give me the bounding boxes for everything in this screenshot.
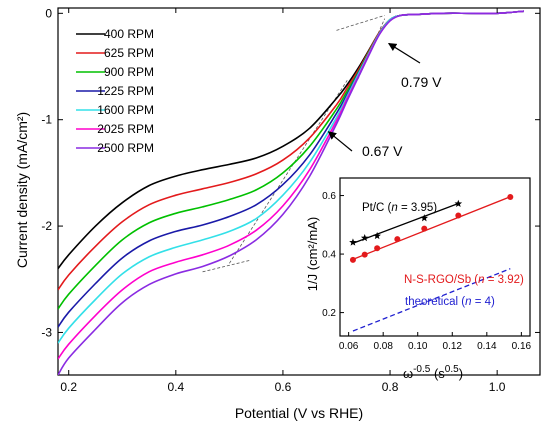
inset-fit-line — [352, 268, 511, 332]
annotation-label: 0.79 V — [401, 74, 442, 90]
inset-point-circle — [394, 236, 401, 243]
legend-label: 900 RPM — [104, 65, 154, 79]
inset-x-ticks: 0.06 0.08 0.10 0.12 0.14 0.16 — [339, 332, 532, 352]
inset-y-axis-label: 1/J (cm²/mA) — [305, 217, 320, 291]
inset-plot: 0.06 0.08 0.10 0.12 0.14 0.16 0.2 0.4 0.6 Pt/C … — [305, 177, 532, 381]
x-tick-label: 0.4 — [167, 380, 184, 394]
inset-y-tick-label: 0.6 — [322, 191, 336, 202]
annotation-label: 0.67 V — [362, 143, 403, 159]
main-y-ticks: 0 -1 -2 -3 — [41, 6, 540, 339]
inset-series-label: Pt/C (n = 3.95) — [362, 202, 437, 214]
inset-point-star — [373, 231, 381, 240]
inset-x-tick-label: 0.14 — [477, 341, 497, 352]
legend-label: 2500 RPM — [97, 141, 154, 155]
inset-point-circle — [374, 245, 381, 252]
annotation-arrow — [327, 131, 353, 152]
inset-point-circle — [349, 256, 356, 263]
y-tick-label: -3 — [41, 325, 52, 339]
inset-x-tick-label: 0.10 — [408, 341, 428, 352]
main-x-ticks: 0.2 0.4 0.6 0.8 1.0 — [60, 8, 506, 394]
main-annotations: 0.79 V 0.67 V — [327, 42, 442, 159]
inset-points — [349, 194, 514, 263]
inset-x-tick-label: 0.08 — [373, 341, 393, 352]
legend-label: 2025 RPM — [97, 122, 154, 136]
legend-label: 625 RPM — [104, 46, 154, 60]
y-tick-label: -1 — [41, 113, 52, 127]
inset-point-star — [454, 199, 463, 207]
inset-x-tick-label: 0.16 — [512, 341, 532, 352]
legend-label: 400 RPM — [104, 27, 154, 41]
y-tick-label: -2 — [41, 219, 52, 233]
main-curves — [58, 10, 524, 375]
inset-point-star — [420, 214, 429, 222]
inset-series-label: theoretical (n = 4) — [405, 296, 495, 308]
tangent-line — [229, 80, 348, 264]
x-tick-label: 0.2 — [60, 380, 77, 394]
x-tick-label: 0.6 — [275, 380, 292, 394]
x-tick-label: 1.0 — [489, 380, 506, 394]
main-plot-frame — [57, 7, 541, 376]
legend-label: 1225 RPM — [97, 84, 154, 98]
y-tick-label: 0 — [45, 6, 52, 20]
inset-x-axis-label: ω-0.5 (s0.5) — [403, 364, 463, 381]
x-tick-label: 0.8 — [382, 380, 399, 394]
inset-y-tick-label: 0.2 — [322, 308, 336, 319]
inset-point-circle — [361, 251, 368, 258]
inset-plot-frame — [339, 177, 531, 337]
inset-point-circle — [507, 194, 514, 201]
tangent-line — [202, 259, 251, 273]
inset-point-star — [360, 233, 369, 242]
inset-point-circle — [421, 225, 428, 232]
series-line-2500-rpm — [58, 10, 524, 375]
main-legend: 400 RPM 625 RPM 900 RPM 1225 RPM 1600 RPM 202… — [76, 27, 154, 155]
inset-point-star — [349, 238, 357, 246]
inset-fit-line — [352, 202, 459, 244]
inset-point-circle — [455, 212, 462, 219]
annotation-arrow — [387, 42, 421, 64]
legend-label: 1600 RPM — [97, 103, 154, 117]
inset-x-tick-label: 0.06 — [339, 341, 359, 352]
inset-x-tick-label: 0.12 — [443, 341, 463, 352]
tangent-line — [336, 15, 385, 31]
main-x-axis-label: Potential (V vs RHE) — [235, 405, 363, 421]
main-y-axis-label: Current density (mA/cm²) — [14, 112, 30, 268]
inset-series-labels: Pt/C (n = 3.95) N-S-RGO/Sb (n = 3.92) theo… — [362, 202, 524, 308]
inset-series-label: N-S-RGO/Sb (n = 3.92) — [404, 274, 524, 286]
inset-y-ticks: 0.2 0.4 0.6 — [322, 191, 344, 319]
main-plot: 0.2 0.4 0.6 0.8 1.0 0 -1 -2 -3 Potential (V vs … — [14, 6, 541, 421]
inset-y-tick-label: 0.4 — [322, 250, 336, 261]
